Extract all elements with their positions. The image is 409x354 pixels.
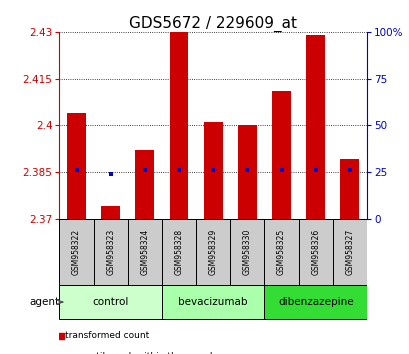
Text: control: control bbox=[92, 297, 128, 307]
Text: GSM958325: GSM958325 bbox=[276, 228, 285, 275]
Bar bbox=[128, 218, 162, 285]
Bar bbox=[264, 218, 298, 285]
Bar bbox=[101, 206, 120, 218]
Text: bevacizumab: bevacizumab bbox=[178, 297, 247, 307]
Bar bbox=[93, 218, 128, 285]
Bar bbox=[237, 125, 256, 218]
Title: GDS5672 / 229609_at: GDS5672 / 229609_at bbox=[129, 16, 297, 32]
Bar bbox=[332, 218, 366, 285]
Text: percentile rank within the sample: percentile rank within the sample bbox=[65, 352, 217, 354]
Bar bbox=[230, 218, 264, 285]
Bar bbox=[135, 150, 154, 218]
Bar bbox=[339, 159, 358, 218]
Text: dibenzazepine: dibenzazepine bbox=[277, 297, 353, 307]
Bar bbox=[59, 285, 162, 319]
Bar bbox=[306, 35, 324, 218]
Text: GSM958330: GSM958330 bbox=[242, 228, 251, 275]
Bar bbox=[264, 285, 366, 319]
Text: GSM958324: GSM958324 bbox=[140, 228, 149, 275]
Bar bbox=[59, 218, 93, 285]
Text: GSM958328: GSM958328 bbox=[174, 229, 183, 275]
Bar bbox=[272, 91, 290, 218]
Bar bbox=[162, 218, 196, 285]
Bar bbox=[196, 218, 230, 285]
Bar bbox=[67, 113, 86, 218]
Bar bbox=[162, 285, 264, 319]
Text: agent: agent bbox=[29, 297, 59, 307]
Bar bbox=[203, 122, 222, 218]
Bar bbox=[298, 218, 332, 285]
Text: GSM958327: GSM958327 bbox=[344, 228, 353, 275]
Text: GSM958323: GSM958323 bbox=[106, 228, 115, 275]
Text: GSM958322: GSM958322 bbox=[72, 229, 81, 275]
Bar bbox=[169, 32, 188, 218]
Text: transformed count: transformed count bbox=[65, 331, 148, 340]
Text: GSM958326: GSM958326 bbox=[310, 228, 319, 275]
Text: GSM958329: GSM958329 bbox=[208, 228, 217, 275]
